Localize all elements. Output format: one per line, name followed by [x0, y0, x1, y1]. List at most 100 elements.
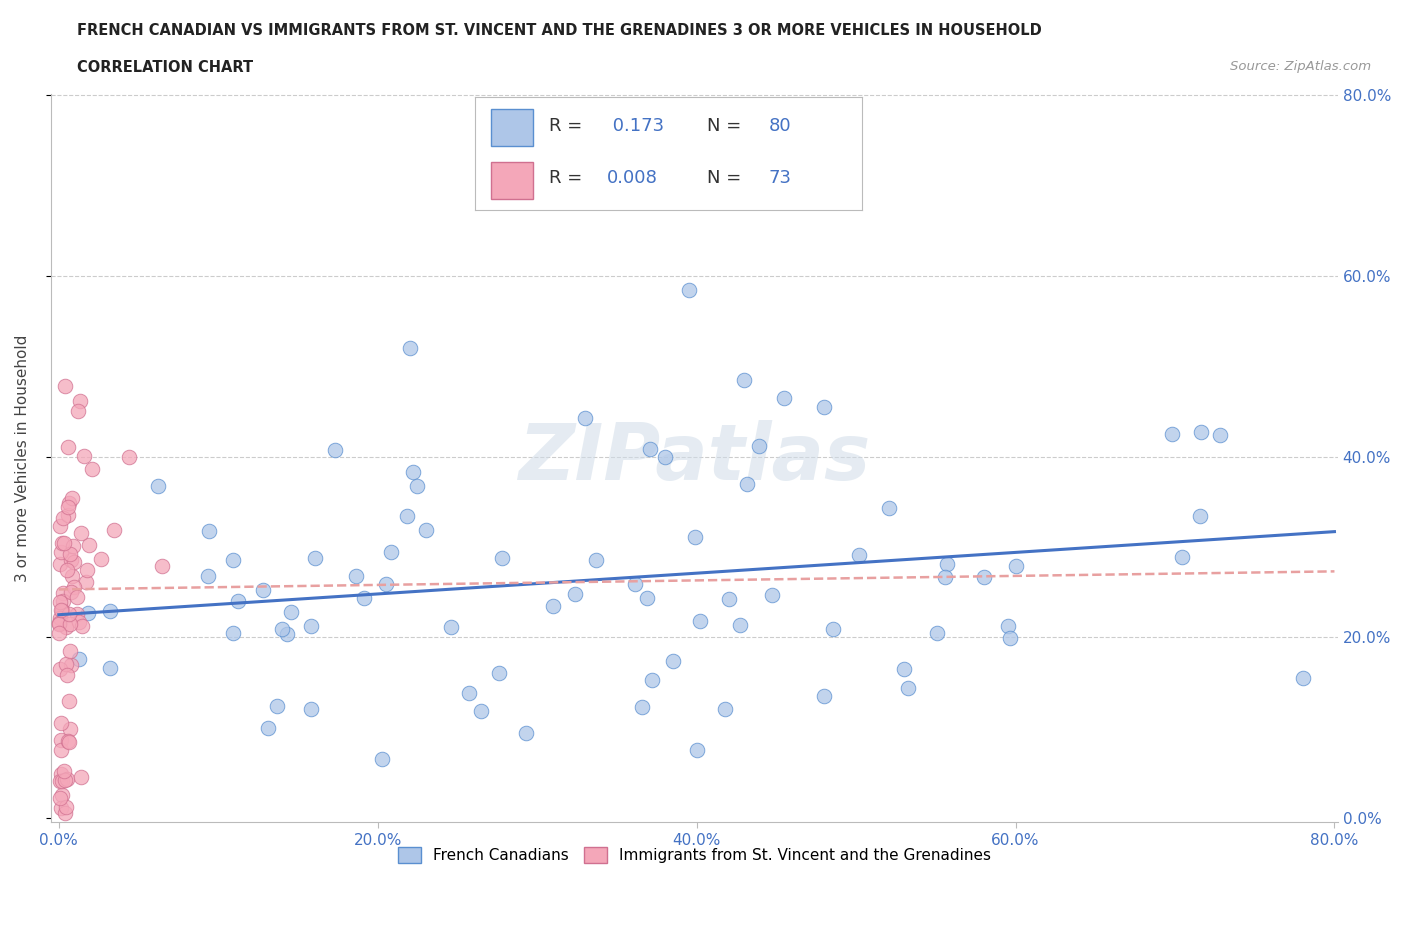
Point	[344, 568, 367, 583]
Point	[103, 523, 125, 538]
Point	[90, 551, 112, 566]
Point	[58, 734, 80, 749]
Point	[630, 699, 652, 714]
Point	[55, 619, 77, 634]
Point	[440, 619, 463, 634]
Point	[848, 548, 870, 563]
Point	[564, 587, 586, 602]
Point	[55, 799, 77, 814]
Point	[49, 733, 72, 748]
Point	[415, 523, 437, 538]
Point	[323, 443, 346, 458]
Point	[49, 610, 72, 625]
Point	[152, 559, 174, 574]
Point	[973, 569, 995, 584]
Point	[51, 602, 73, 617]
Point	[60, 490, 83, 505]
Point	[689, 614, 711, 629]
Point	[55, 656, 77, 671]
Point	[76, 563, 98, 578]
Point	[48, 518, 70, 533]
Point	[59, 644, 82, 658]
Point	[198, 524, 221, 538]
Point	[515, 726, 537, 741]
Point	[51, 603, 73, 618]
Point	[73, 448, 96, 463]
Text: FRENCH CANADIAN VS IMMIGRANTS FROM ST. VINCENT AND THE GRENADINES 3 OR MORE VEHI: FRENCH CANADIAN VS IMMIGRANTS FROM ST. V…	[77, 23, 1042, 38]
Point	[52, 586, 75, 601]
Point	[58, 694, 80, 709]
Point	[48, 616, 70, 631]
Point	[1189, 509, 1212, 524]
Point	[541, 599, 564, 614]
Point	[48, 625, 70, 640]
Point	[733, 373, 755, 388]
Point	[62, 568, 84, 583]
Point	[70, 525, 93, 540]
Point	[56, 508, 79, 523]
Point	[457, 685, 479, 700]
Point	[76, 605, 98, 620]
Point	[925, 626, 948, 641]
Point	[49, 545, 72, 560]
Point	[813, 400, 835, 415]
Point	[49, 801, 72, 816]
Point	[304, 551, 326, 565]
Point	[491, 551, 513, 565]
Point	[62, 554, 84, 569]
Point	[934, 570, 956, 585]
Point	[66, 606, 89, 621]
Point	[49, 715, 72, 730]
Point	[717, 591, 740, 606]
Text: ZIPatlas: ZIPatlas	[519, 420, 870, 496]
Point	[58, 735, 80, 750]
Point	[1291, 671, 1313, 685]
Point	[67, 651, 90, 666]
Point	[936, 557, 959, 572]
Point	[748, 439, 770, 454]
Point	[735, 476, 758, 491]
Point	[55, 772, 77, 787]
Point	[222, 552, 245, 567]
Point	[58, 496, 80, 511]
Point	[636, 591, 658, 605]
Point	[222, 626, 245, 641]
Text: Source: ZipAtlas.com: Source: ZipAtlas.com	[1230, 60, 1371, 73]
Point	[49, 774, 72, 789]
Point	[197, 568, 219, 583]
Point	[67, 403, 90, 418]
Point	[51, 536, 73, 551]
Point	[118, 449, 141, 464]
Point	[662, 654, 685, 669]
Point	[75, 574, 97, 589]
Point	[51, 742, 73, 757]
Point	[56, 499, 79, 514]
Point	[1209, 428, 1232, 443]
Point	[56, 562, 79, 577]
Point	[49, 595, 72, 610]
Point	[48, 617, 70, 631]
Point	[1160, 426, 1182, 441]
Point	[624, 577, 647, 591]
Point	[49, 603, 72, 618]
Point	[301, 618, 323, 633]
Point	[897, 681, 920, 696]
Point	[773, 391, 796, 405]
Legend: French Canadians, Immigrants from St. Vincent and the Grenadines: French Canadians, Immigrants from St. Vi…	[391, 842, 997, 870]
Point	[398, 341, 420, 356]
Point	[65, 590, 87, 604]
Point	[59, 722, 82, 737]
Point	[1005, 559, 1028, 574]
Point	[252, 583, 274, 598]
Point	[53, 379, 76, 393]
Point	[52, 764, 75, 778]
Point	[49, 767, 72, 782]
Point	[59, 658, 82, 672]
Point	[280, 604, 302, 619]
Point	[58, 440, 80, 455]
Point	[997, 618, 1019, 633]
Point	[48, 556, 70, 571]
Point	[685, 743, 707, 758]
Point	[353, 591, 375, 605]
Point	[299, 701, 322, 716]
